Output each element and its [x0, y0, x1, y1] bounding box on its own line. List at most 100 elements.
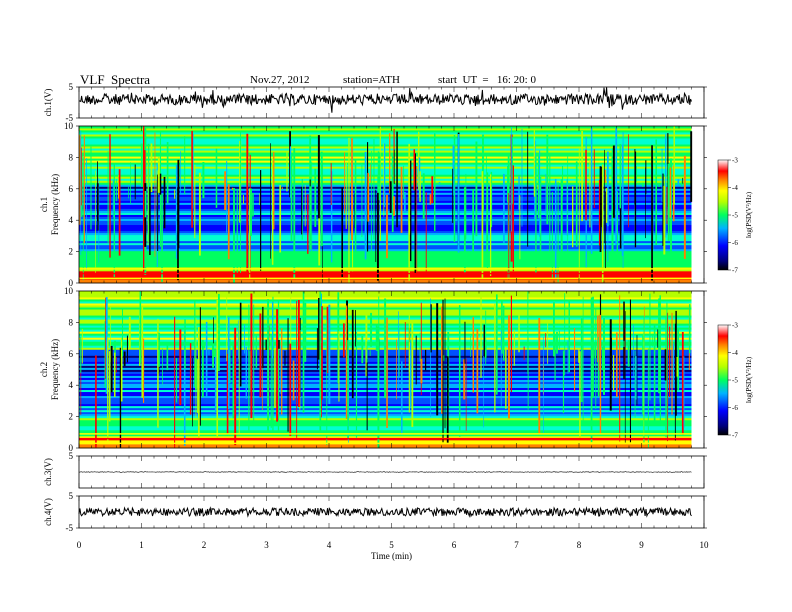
frequency-band	[79, 136, 692, 139]
frequency-axis-label: Frequency (kHz)	[50, 174, 60, 235]
colorbar-tick-label: -7	[732, 267, 738, 275]
colorbar-tick-label: -6	[732, 404, 738, 412]
frequency-band	[79, 230, 692, 234]
frequency-band	[79, 258, 692, 262]
frequency-band	[79, 238, 692, 242]
colorbar-tick-label: -5	[732, 212, 738, 220]
colorbar-tick-label: -4	[732, 349, 738, 357]
colorbar-tick-label: -6	[732, 239, 738, 247]
x-tick-label: 7	[514, 540, 519, 550]
colorbar-label: log(PSD(V²/Hz)	[745, 356, 753, 403]
frequency-band	[79, 266, 692, 270]
y-tick-label: 8	[69, 317, 74, 327]
frequency-band	[79, 429, 692, 433]
frequency-band	[79, 278, 692, 282]
colorbar-tick-label: -3	[732, 322, 738, 330]
y-tick-label: 5	[69, 82, 74, 92]
y-tick-label: -5	[66, 523, 74, 533]
frequency-band	[79, 397, 692, 401]
frequency-band	[79, 250, 692, 254]
colorbar-label: log(PSD(V²/Hz)	[745, 191, 753, 238]
frequency-band	[79, 236, 692, 240]
frequency-band	[79, 226, 692, 230]
frequency-band	[79, 208, 692, 211]
frequency-band	[79, 242, 692, 246]
frequency-band	[79, 240, 692, 244]
y-tick-label: 2	[69, 247, 74, 257]
frequency-band	[79, 421, 692, 425]
frequency-band	[79, 130, 692, 133]
y-tick-label: 8	[69, 152, 74, 162]
y-tick-label: -5	[66, 113, 74, 123]
frequency-band	[79, 431, 692, 435]
frequency-band	[79, 220, 692, 224]
frequency-band	[79, 262, 692, 266]
frequency-band	[79, 244, 692, 248]
frequency-band	[79, 218, 692, 222]
colorbar-tick-label: -5	[732, 377, 738, 385]
x-tick-label: 8	[577, 540, 582, 550]
frequency-band	[79, 407, 692, 411]
chart-title: VLF Spectra	[80, 72, 151, 87]
y-tick-label: 4	[69, 380, 74, 390]
x-tick-label: 10	[700, 540, 710, 550]
y-tick-label: 10	[64, 121, 74, 131]
y-tick-label: 10	[64, 286, 74, 296]
frequency-band	[79, 417, 692, 421]
frequency-band	[79, 132, 692, 135]
panel-3: -3 -4 -5 -6 -7 log(PSD(V²/Hz) ch.2 Frequency (k…	[39, 286, 753, 453]
frequency-band	[79, 399, 692, 403]
date-label: Nov.27, 2012	[250, 74, 310, 86]
x-tick-label: 5	[389, 540, 394, 550]
x-tick-label: 3	[264, 540, 269, 550]
frequency-band	[79, 293, 692, 296]
frequency-band	[79, 445, 692, 449]
colorbar-tick-label: -3	[732, 157, 738, 165]
frequency-band	[79, 214, 692, 217]
frequency-band	[79, 423, 692, 427]
colorbar-tick-label: -4	[732, 184, 738, 192]
y-tick-label: 6	[69, 349, 74, 359]
waveform-trace	[78, 87, 692, 113]
frequency-band	[79, 415, 692, 419]
station-label: station=ATH	[343, 74, 400, 86]
frequency-band	[79, 270, 692, 274]
frequency-band	[79, 443, 692, 447]
frequency-band	[79, 427, 692, 431]
waveform-axis-label: ch.4(V)	[43, 498, 53, 526]
panel-4: ch.3(V) 5	[43, 451, 707, 489]
panel-channel-label: ch.2	[39, 362, 49, 377]
frequency-band	[79, 234, 692, 238]
frequency-band	[79, 439, 692, 443]
x-tick-label: 0	[77, 540, 82, 550]
x-tick-label: 6	[452, 540, 457, 550]
frequency-band	[79, 295, 692, 298]
frequency-band	[79, 222, 692, 226]
frequency-band	[79, 411, 692, 415]
frequency-band	[79, 256, 692, 260]
frequency-band	[79, 206, 692, 209]
waveform-trace	[78, 506, 692, 518]
frequency-band	[79, 291, 692, 294]
colorbar	[717, 159, 729, 271]
frequency-band	[79, 248, 692, 252]
frequency-band	[79, 224, 692, 228]
panel-1: ch.1(V) 5 -5	[43, 82, 707, 123]
frequency-band	[79, 264, 692, 268]
y-tick-label: 0	[69, 278, 74, 288]
panel-5: ch.4(V) 5 -5	[43, 491, 707, 533]
frequency-band	[79, 435, 692, 439]
colorbar-tick-label: -7	[732, 432, 738, 440]
frequency-band	[79, 419, 692, 423]
x-axis-label: Time (min)	[371, 551, 412, 561]
frequency-band	[79, 425, 692, 429]
frequency-band	[79, 232, 692, 236]
frequency-band	[79, 142, 692, 145]
frequency-band	[79, 138, 692, 141]
frequency-band	[79, 140, 692, 143]
colorbar	[717, 324, 729, 436]
frequency-band	[79, 128, 692, 131]
frequency-band	[79, 409, 692, 413]
y-tick-label: 6	[69, 184, 74, 194]
